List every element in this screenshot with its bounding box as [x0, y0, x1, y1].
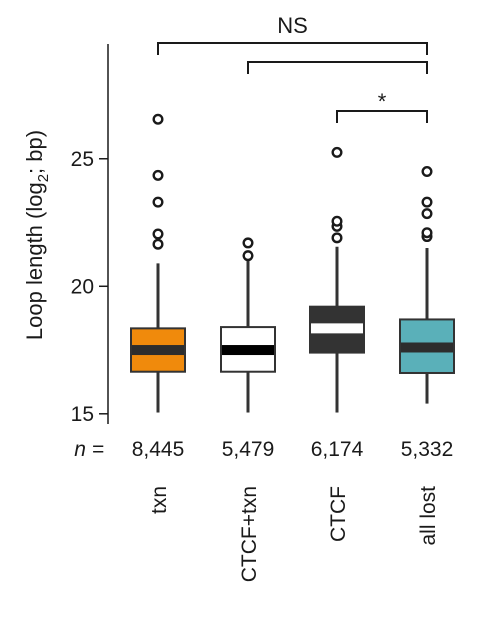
y-tick-label: 15 [71, 403, 94, 426]
significance-bracket [157, 42, 428, 55]
category-labels: txn CTCF+txn CTCF all lost [148, 486, 440, 582]
outlier-point [331, 232, 343, 244]
n-prefix-label: n = [74, 438, 104, 461]
sample-count-label: 6,174 [311, 438, 364, 461]
category-label: all lost [417, 486, 440, 546]
outlier-point [242, 250, 254, 262]
outlier-point [152, 169, 164, 181]
sample-count-label: 5,332 [401, 438, 454, 461]
sample-count-label: 5,479 [222, 438, 275, 461]
box-ctcf [309, 146, 365, 413]
median-line [401, 342, 453, 353]
outlier-point [421, 227, 433, 239]
outlier-point [421, 208, 433, 220]
box-all-lost [399, 166, 455, 404]
outlier-point [331, 215, 343, 227]
significance-bracket [247, 61, 428, 74]
category-label: txn [148, 486, 171, 514]
outlier-point [331, 146, 343, 158]
outlier-point [152, 228, 164, 240]
outlier-point [421, 196, 433, 208]
box-ctcf-txn [220, 237, 276, 413]
y-axis-label-group: Loop length (log2; bp) [22, 130, 52, 340]
box-txn [130, 113, 186, 413]
y-axis-label: Loop length (log2; bp) [22, 130, 52, 340]
y-tick-label: 20 [71, 275, 94, 298]
significance-bracket [336, 110, 428, 123]
outlier-point [152, 238, 164, 250]
y-axis: 15 20 25 [71, 44, 109, 426]
outlier-point [152, 196, 164, 208]
boxes-group [130, 113, 455, 413]
category-label: CTCF+txn [238, 486, 261, 582]
median-line [311, 323, 363, 334]
y-tick-label: 25 [71, 148, 94, 171]
sample-count-label: 8,445 [132, 438, 185, 461]
significance-brackets: NS * [157, 13, 428, 123]
median-line [222, 345, 274, 356]
median-line [132, 345, 184, 356]
category-label: CTCF [327, 486, 350, 542]
outlier-point [421, 166, 433, 178]
significance-label: NS [277, 13, 308, 38]
outlier-point [242, 237, 254, 249]
sample-size-row: n = 8,445 5,479 6,174 5,332 [74, 438, 453, 461]
significance-label: * [378, 89, 387, 114]
outlier-point [152, 113, 164, 125]
